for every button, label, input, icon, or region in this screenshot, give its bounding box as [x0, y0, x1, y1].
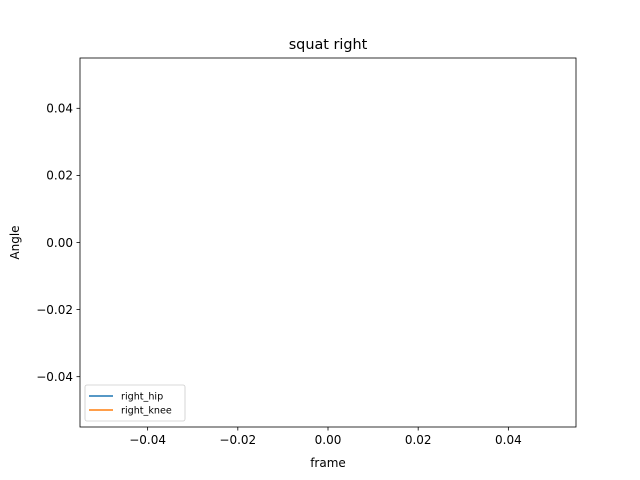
x-tick-label: 0.02: [405, 433, 432, 447]
y-tick-label: 0.04: [46, 102, 73, 116]
x-tick-label: −0.02: [219, 433, 256, 447]
legend-label-right-hip: right_hip: [121, 392, 163, 403]
x-ticks: −0.04 −0.02 0.00 0.02 0.04: [129, 427, 522, 447]
y-tick-label: 0.00: [46, 236, 73, 250]
x-axis-title: frame: [310, 456, 346, 470]
y-tick-label: 0.02: [46, 169, 73, 183]
x-tick-label: 0.04: [495, 433, 522, 447]
plot-area: [80, 58, 576, 427]
y-tick-label: −0.02: [36, 303, 73, 317]
chart-title: squat right: [289, 37, 368, 53]
plot-frame: [79, 57, 577, 428]
legend-box: [84, 384, 186, 422]
legend: right_hip right_knee: [84, 384, 186, 422]
y-axis-title: Angle: [8, 225, 22, 259]
x-tick-label: 0.00: [315, 433, 342, 447]
legend-label-right-knee: right_knee: [121, 406, 172, 417]
x-tick-label: −0.04: [129, 433, 166, 447]
y-ticks: −0.04 −0.02 0.00 0.02 0.04: [36, 102, 80, 384]
y-tick-label: −0.04: [36, 370, 73, 384]
